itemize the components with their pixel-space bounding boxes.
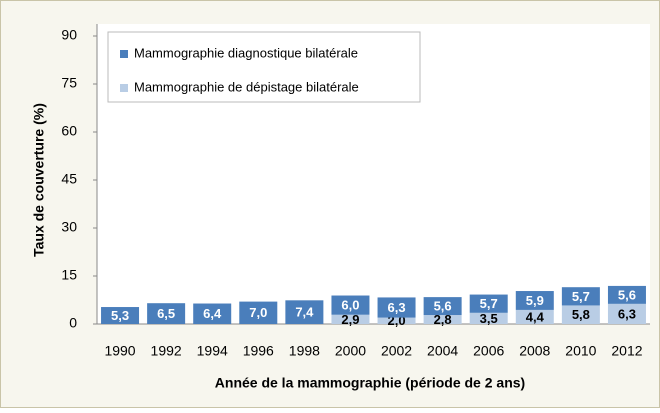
x-tick-label: 2010 xyxy=(565,343,596,359)
bar-segment xyxy=(469,294,508,313)
value-label: 5,9 xyxy=(526,293,544,308)
bar-segment xyxy=(331,295,370,315)
value-label: 5,6 xyxy=(618,287,636,302)
bar-segment xyxy=(607,303,646,324)
bar-segment xyxy=(377,317,416,324)
bar-segment xyxy=(285,300,324,324)
bar-segment xyxy=(147,303,186,324)
legend xyxy=(107,31,421,103)
y-tick-label: 45 xyxy=(61,171,77,187)
value-label: 2,9 xyxy=(341,312,359,327)
value-label: 6,4 xyxy=(203,306,222,321)
x-tick-label: 1994 xyxy=(197,343,228,359)
x-axis-label: Année de la mammographie (période de 2 a… xyxy=(215,375,525,391)
x-tick-label: 1996 xyxy=(243,343,274,359)
x-tick-label: 1998 xyxy=(289,343,320,359)
x-tick-label: 2012 xyxy=(611,343,642,359)
bar-segment xyxy=(515,291,554,310)
value-label: 6,3 xyxy=(388,300,406,315)
x-tick-label: 2008 xyxy=(519,343,550,359)
x-tick-label: 2006 xyxy=(473,343,504,359)
value-label: 3,5 xyxy=(480,311,498,326)
bar-segment xyxy=(561,287,600,306)
value-label: 5,6 xyxy=(434,299,452,314)
bar-segment xyxy=(607,285,646,304)
y-tick-label: 30 xyxy=(61,219,77,235)
legend-label: Mammographie diagnostique bilatérale xyxy=(134,45,358,60)
bar-segment xyxy=(469,312,508,324)
bar-segment xyxy=(515,309,554,324)
y-tick-label: 0 xyxy=(69,315,77,331)
x-tick-label: 1990 xyxy=(104,343,135,359)
y-tick-label: 75 xyxy=(61,75,77,91)
x-tick-label: 2004 xyxy=(427,343,458,359)
x-tick-label: 2000 xyxy=(335,343,366,359)
y-tick-label: 90 xyxy=(61,27,77,43)
x-tick-label: 2002 xyxy=(381,343,412,359)
value-label: 7,0 xyxy=(249,305,267,320)
x-tick-label: 1992 xyxy=(151,343,182,359)
bar-segment xyxy=(101,307,140,324)
value-label: 2,8 xyxy=(434,312,452,327)
value-label: 4,4 xyxy=(526,309,545,324)
value-label: 5,7 xyxy=(572,289,590,304)
value-label: 5,7 xyxy=(480,296,498,311)
bar-segment xyxy=(239,301,278,324)
bar-segment xyxy=(331,314,370,324)
y-tick-label: 60 xyxy=(61,123,77,139)
bar-segment xyxy=(193,303,232,324)
value-label: 5,8 xyxy=(572,307,590,322)
legend-swatch xyxy=(120,84,128,92)
bar-segment xyxy=(377,297,416,318)
value-label: 7,4 xyxy=(295,305,314,320)
legend-swatch xyxy=(120,50,128,58)
y-axis-label: Taux de couverture (%) xyxy=(31,103,47,257)
bar-segment xyxy=(423,297,462,316)
value-label: 6,0 xyxy=(341,298,359,313)
value-label: 6,5 xyxy=(157,306,175,321)
value-label: 5,3 xyxy=(111,308,129,323)
y-tick-label: 15 xyxy=(61,267,77,283)
bar-segment xyxy=(561,305,600,324)
value-label: 6,3 xyxy=(618,306,636,321)
legend-label: Mammographie de dépistage bilatérale xyxy=(134,79,359,94)
bar-segment xyxy=(423,315,462,324)
